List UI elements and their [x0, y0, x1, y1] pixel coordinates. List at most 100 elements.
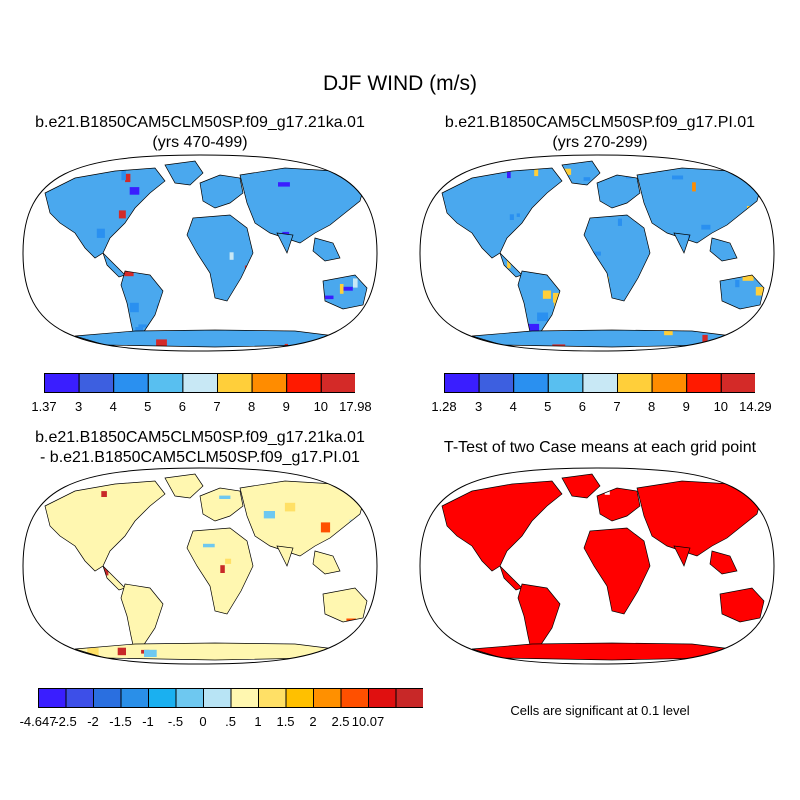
colorbar-tick-label: 14.29	[739, 399, 772, 414]
colorbar-box	[617, 373, 653, 393]
landmass-europe	[199, 487, 244, 522]
colorbar-box	[582, 373, 618, 393]
map-panel-2	[419, 154, 775, 352]
map-border	[419, 154, 775, 352]
map-panel-3	[22, 467, 378, 665]
colorbar-box	[285, 688, 314, 708]
colorbar-tick-label: -1	[142, 714, 154, 729]
colorbar-box	[251, 373, 288, 393]
landmass-australia	[322, 274, 368, 310]
panel-3-case-name: b.e21.B1850CAM5CLM50SP.f09_g17.21ka.01	[35, 429, 365, 446]
map-border	[22, 154, 378, 352]
colorbar-tick-label: 1.28	[431, 399, 457, 414]
colorbar-tick-label: 8	[647, 399, 656, 414]
map-border	[419, 467, 775, 665]
colorbar-tick-label: 2.5	[331, 714, 350, 729]
landmass-india	[276, 545, 294, 567]
landmass-central-america	[499, 565, 523, 591]
panel-3-minus-case: - b.e21.B1850CAM5CLM50SP.f09_g17.PI.01	[40, 449, 360, 466]
colorbar-box	[444, 373, 480, 393]
colorbar-box	[286, 373, 322, 393]
landmass-australia	[322, 587, 368, 623]
landmass-north-america	[441, 480, 563, 572]
panel-2-years: (yrs 270-299)	[552, 134, 648, 151]
colorbar-tick-label: -1.5	[109, 714, 132, 729]
panel-3-title: b.e21.B1850CAM5CLM50SP.f09_g17.21ka.01 -…	[0, 428, 400, 468]
panel-1-title: b.e21.B1850CAM5CLM50SP.f09_g17.21ka.01 (…	[0, 113, 400, 153]
panel-1-years: (yrs 470-499)	[152, 134, 248, 151]
colorbar-box	[230, 688, 259, 708]
colorbar-tick-label: .5	[225, 714, 236, 729]
colorbar-tick-label: -.5	[167, 714, 184, 729]
colorbar-box	[120, 688, 149, 708]
colorbar-tick-label: 6	[578, 399, 587, 414]
landmass-africa	[186, 527, 254, 615]
landmass-greenland	[164, 160, 204, 186]
colorbar-box	[203, 688, 232, 708]
colorbar-tick-label: 0	[199, 714, 207, 729]
colorbar-tick-label: -4.647	[19, 714, 57, 729]
map-border	[22, 467, 378, 665]
colorbar-tick-label: 8	[247, 399, 256, 414]
panel-1-case-name: b.e21.B1850CAM5CLM50SP.f09_g17.21ka.01	[35, 114, 365, 131]
landmass-central-america	[102, 252, 126, 278]
landmass-africa	[583, 527, 651, 615]
panel-2-title: b.e21.B1850CAM5CLM50SP.f09_g17.PI.01 (yr…	[400, 113, 800, 153]
colorbar-tick-label: 3	[74, 399, 83, 414]
landmass-india	[276, 232, 294, 254]
colorbar-box	[44, 373, 80, 393]
colorbar-box	[395, 688, 423, 708]
panel-4-title: T-Test of two Case means at each grid po…	[443, 439, 757, 456]
colorbar-box	[93, 688, 122, 708]
colorbar-box	[320, 373, 356, 393]
colorbar-box	[65, 688, 94, 708]
colorbar-tick-label: 9	[682, 399, 690, 414]
landmass-australia	[719, 274, 765, 310]
map-panel-4	[419, 467, 775, 665]
landmass-greenland	[561, 473, 601, 499]
colorbar-box	[78, 373, 115, 393]
colorbar-tick-label: 10	[313, 399, 329, 414]
colorbar-tick-label: 1	[254, 714, 262, 729]
colorbar-box	[313, 688, 342, 708]
colorbar-tick-label: -2.5	[54, 714, 77, 729]
colorbar-tick-label: 5	[544, 399, 552, 414]
colorbar-box	[513, 373, 549, 393]
colorbar-tick-label: 17.98	[339, 399, 372, 414]
colorbar-box	[720, 373, 756, 393]
colorbar-box	[217, 373, 253, 393]
colorbar-tick-label: 6	[178, 399, 187, 414]
colorbar-tick-label: 5	[144, 399, 152, 414]
colorbar-box	[38, 688, 67, 708]
colorbar-tick-label: 7	[213, 399, 221, 414]
colorbar-tick-label: 9	[282, 399, 290, 414]
colorbar-box	[182, 373, 218, 393]
landmass-se-asia	[709, 237, 738, 262]
colorbar-tick-label: 10	[713, 399, 729, 414]
colorbar-box	[547, 373, 584, 393]
colorbar-box	[340, 688, 369, 708]
colorbar-tick-label: 3	[474, 399, 483, 414]
landmass-central-america	[499, 252, 523, 278]
landmass-europe	[596, 487, 641, 522]
colorbar-tick-label: 1.5	[276, 714, 295, 729]
colorbar-box	[258, 688, 287, 708]
colorbar-box	[113, 373, 149, 393]
landmass-india	[673, 545, 691, 567]
landmass-se-asia	[709, 550, 738, 575]
colorbar-tick-label: 4	[509, 399, 517, 414]
colorbar-tick-label: 4	[109, 399, 117, 414]
colorbar-box	[686, 373, 722, 393]
panel-2-case-name: b.e21.B1850CAM5CLM50SP.f09_g17.PI.01	[444, 114, 756, 131]
colorbar-box	[175, 688, 204, 708]
colorbar-tick-label: 2	[309, 714, 317, 729]
colorbar-box	[651, 373, 688, 393]
colorbar-tick-label: 10.07	[351, 714, 385, 729]
colorbar-tick-label: 7	[613, 399, 621, 414]
colorbar-tick-label: 1.37	[31, 399, 57, 414]
colorbar-box	[368, 688, 397, 708]
figure-title: DJF WIND (m/s)	[323, 72, 477, 95]
colorbar-box	[148, 688, 177, 708]
colorbar-box	[147, 373, 184, 393]
colorbar-box	[478, 373, 515, 393]
